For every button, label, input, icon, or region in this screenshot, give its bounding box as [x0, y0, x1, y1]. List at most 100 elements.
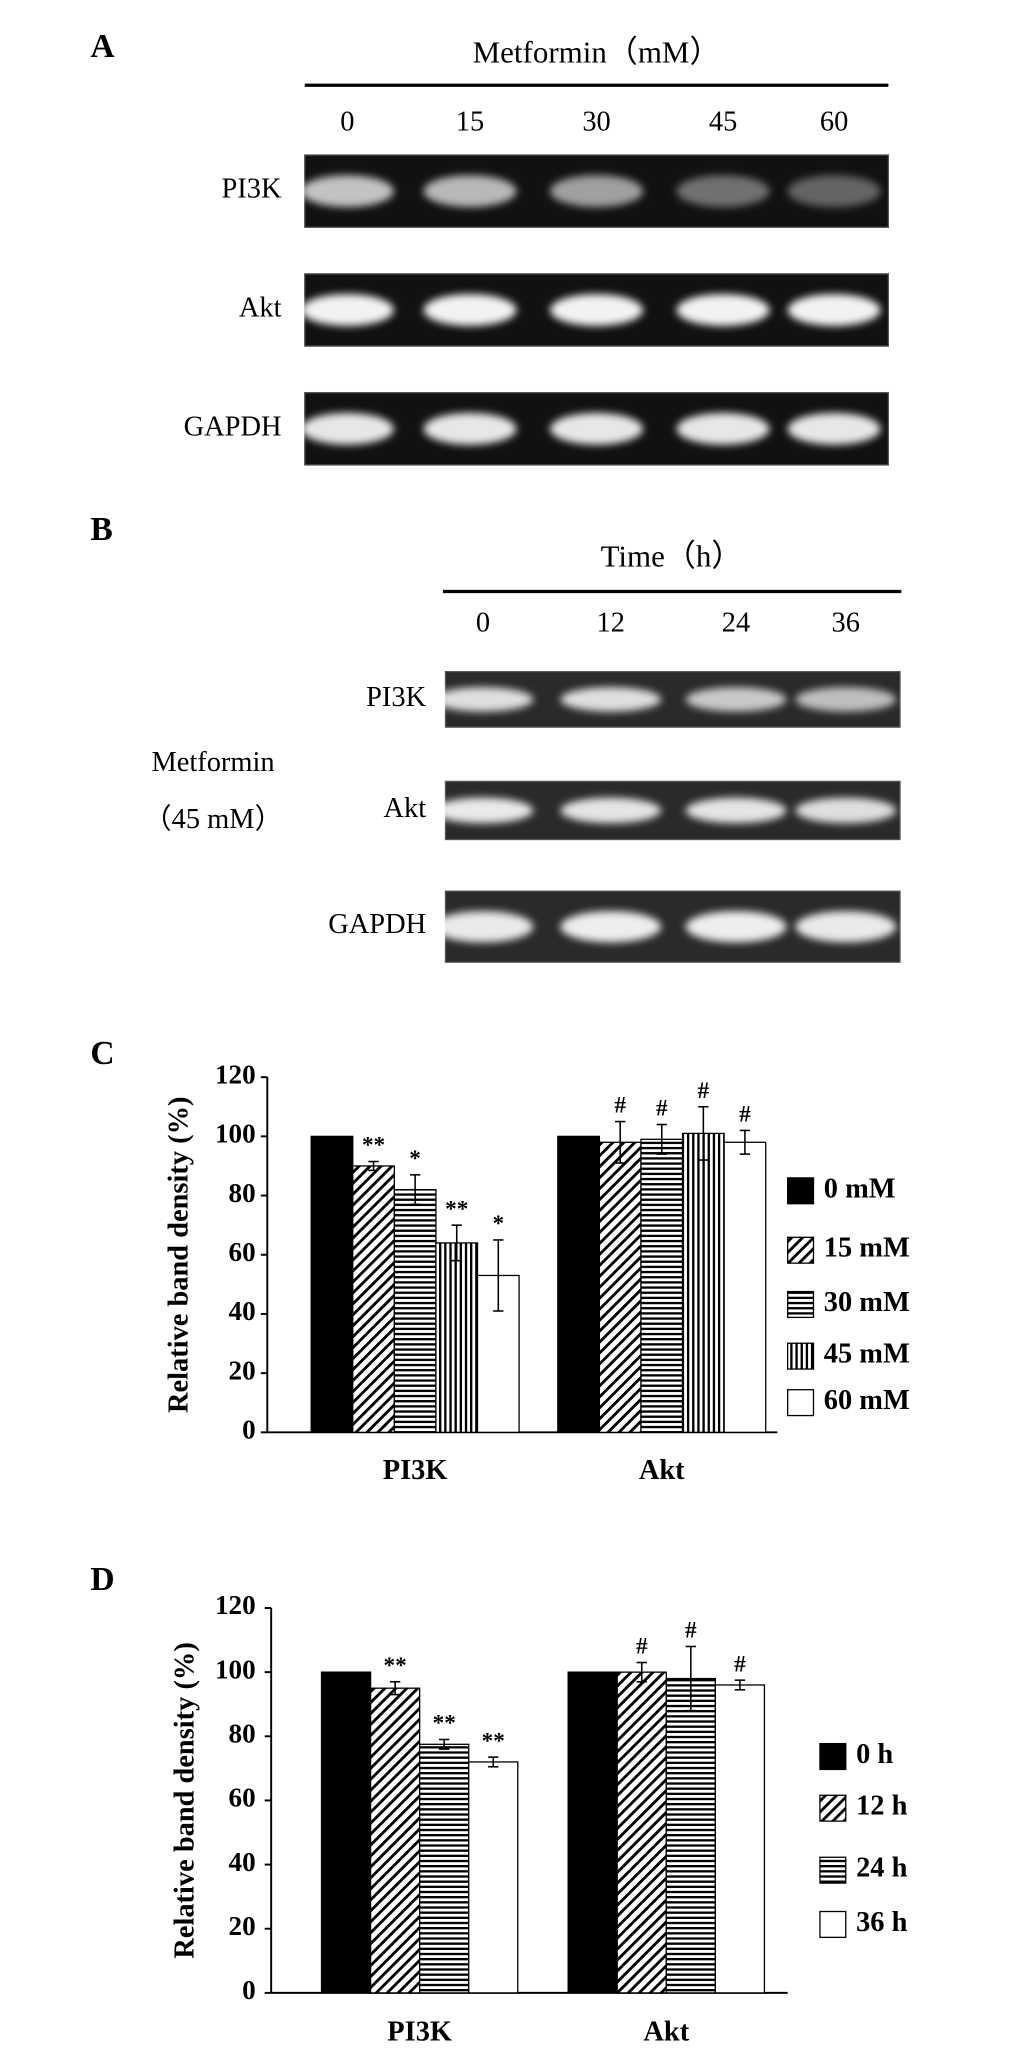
significance-marker: # [614, 1093, 626, 1119]
gel-band [423, 294, 517, 326]
row-label: PI3K [222, 174, 282, 205]
legend-label: 0 h [856, 1739, 893, 1770]
gel-band [560, 911, 662, 943]
bar [352, 1165, 395, 1433]
y-tick-label: 60 [229, 1237, 256, 1267]
gel-band [432, 797, 534, 824]
significance-marker: * [409, 1146, 421, 1172]
legend-swatch [787, 1236, 815, 1264]
lane-label: 60 [820, 107, 848, 138]
gel-band [300, 294, 394, 326]
legend-label: 0 mM [824, 1173, 896, 1204]
gel-band [676, 412, 770, 445]
x-tick-label: PI3K [387, 2017, 452, 2048]
lane-label: 30 [582, 107, 610, 138]
legend-label: 45 mM [824, 1339, 910, 1370]
lane-label: 36 [832, 608, 860, 639]
bar [468, 1761, 519, 1994]
bar [369, 1687, 421, 1994]
legend-swatch [787, 1389, 815, 1417]
significance-marker: # [739, 1102, 751, 1128]
y-axis-label: Relative band density (%) [170, 1642, 201, 1958]
gel-band [300, 175, 394, 208]
gel-band [423, 175, 517, 208]
gel-band [676, 294, 770, 326]
x-tick-label: Akt [639, 1455, 685, 1486]
gel-band [300, 412, 394, 445]
lane-label: 45 [709, 107, 737, 138]
significance-marker: * [492, 1211, 504, 1237]
y-tick-label: 0 [242, 1415, 256, 1445]
y-tick-label: 120 [215, 1590, 256, 1620]
significance-marker: # [698, 1078, 710, 1104]
gel-band [787, 175, 881, 208]
row-label: Akt [239, 292, 282, 323]
legend-swatch [819, 1856, 847, 1884]
bar [665, 1677, 716, 1994]
row-label: GAPDH [328, 909, 426, 940]
gel-band [787, 294, 881, 326]
y-tick-label: 120 [215, 1059, 256, 1089]
significance-marker: # [685, 1618, 697, 1644]
y-tick-label: 0 [242, 1975, 256, 2005]
y-axis-label: Relative band density (%) [163, 1097, 194, 1413]
significance-marker: # [636, 1634, 648, 1660]
panel-header: Metformin（mM） [473, 35, 721, 70]
treatment-label: （45 mM） [143, 803, 283, 835]
legend-label: 30 mM [824, 1287, 910, 1318]
gel-band [795, 797, 897, 824]
gel-band [550, 175, 644, 208]
gel-band [685, 797, 787, 824]
y-tick-label: 60 [229, 1783, 256, 1813]
row-label: GAPDH [184, 411, 282, 442]
y-tick-label: 40 [229, 1847, 256, 1877]
bar [435, 1242, 479, 1433]
gel-band [432, 911, 534, 943]
bar [598, 1141, 642, 1433]
panel-letter: A [90, 28, 114, 65]
significance-marker: ** [362, 1133, 385, 1159]
x-tick-label: Akt [643, 2017, 689, 2048]
legend-label: 36 h [856, 1907, 908, 1938]
panel-header: Time（h） [601, 538, 743, 573]
legend-swatch [787, 1342, 815, 1370]
bar [681, 1132, 725, 1433]
bar [419, 1743, 470, 1994]
significance-marker: # [734, 1651, 746, 1677]
legend-swatch [787, 1177, 815, 1205]
bar [393, 1188, 437, 1433]
y-tick-label: 20 [229, 1911, 256, 1941]
bar [640, 1138, 684, 1433]
y-tick-label: 80 [229, 1178, 256, 1208]
x-tick-label: PI3K [383, 1455, 448, 1486]
bar [723, 1141, 767, 1433]
gel-band [685, 687, 787, 712]
legend-label: 60 mM [824, 1385, 910, 1416]
significance-marker: ** [482, 1728, 505, 1754]
gel-band [795, 687, 897, 712]
y-tick-label: 40 [229, 1296, 256, 1326]
lane-label: 12 [597, 608, 625, 639]
legend-label: 15 mM [824, 1233, 910, 1264]
bar [320, 1671, 372, 1994]
lane-label: 15 [456, 107, 484, 138]
significance-marker: # [656, 1096, 668, 1122]
y-tick-label: 20 [229, 1355, 256, 1385]
row-label: Akt [384, 793, 427, 824]
significance-marker: ** [445, 1196, 468, 1222]
bar [567, 1671, 618, 1994]
gel-band [787, 412, 881, 445]
treatment-label: Metformin [152, 747, 275, 778]
row-label: PI3K [366, 682, 426, 713]
gel-band [560, 797, 662, 824]
panel-letter: B [90, 511, 112, 548]
gel-band [423, 412, 517, 445]
legend-swatch [819, 1910, 847, 1938]
y-tick-label: 100 [215, 1119, 256, 1149]
bar [616, 1671, 667, 1994]
gel-images [300, 154, 901, 963]
panel-letter: D [90, 1561, 114, 1598]
legend-label: 24 h [856, 1853, 908, 1884]
